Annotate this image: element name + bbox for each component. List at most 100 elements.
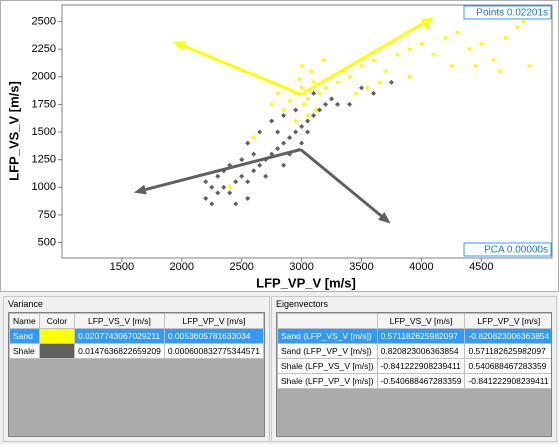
point bbox=[329, 96, 335, 102]
x-tick-label: 2500 bbox=[229, 261, 253, 273]
point bbox=[275, 90, 281, 96]
point bbox=[239, 157, 245, 163]
y-tick-label: 1500 bbox=[32, 126, 56, 138]
table-cell: -0.820823006363854 bbox=[464, 328, 551, 344]
point bbox=[287, 98, 293, 104]
point bbox=[478, 41, 484, 47]
variance-panel: Variance Name Color LFP_VS_V [m/s] LFP_VP_V… bbox=[3, 296, 270, 442]
point bbox=[251, 168, 257, 174]
panel-title: Eigenvectors bbox=[276, 299, 329, 309]
point bbox=[320, 57, 326, 63]
point bbox=[406, 74, 412, 80]
x-tick-label: 2000 bbox=[170, 261, 194, 273]
point bbox=[269, 118, 275, 124]
pca-arrow bbox=[145, 148, 302, 192]
point bbox=[430, 52, 436, 58]
point bbox=[215, 190, 221, 196]
table-cell: -0.540688467283359 bbox=[376, 373, 466, 389]
variance-table: Name Color LFP_VS_V [m/s] LFP_VP_V [m/s] San… bbox=[9, 313, 264, 359]
table-cell: Shale bbox=[9, 343, 40, 359]
table-cell: Shale (LFP_VS_V [m/s]) bbox=[277, 358, 378, 374]
column-header: LFP_VP_V [m/s] bbox=[464, 313, 551, 329]
table-row: Shale 0.0147636822659209 0.000600832775344… bbox=[9, 343, 264, 359]
point bbox=[376, 79, 382, 85]
point bbox=[251, 151, 257, 157]
arrow-head bbox=[378, 212, 391, 224]
point bbox=[281, 112, 287, 118]
point bbox=[442, 35, 448, 41]
y-tick-label: 1750 bbox=[32, 98, 56, 110]
point bbox=[317, 107, 323, 113]
x-tick-label: 3000 bbox=[289, 261, 313, 273]
x-tick-label: 4500 bbox=[469, 261, 493, 273]
point bbox=[281, 140, 287, 146]
point bbox=[305, 129, 311, 135]
point bbox=[221, 184, 227, 190]
point bbox=[209, 201, 215, 207]
x-axis-label: LFP_VP_V [m/s] bbox=[256, 275, 356, 290]
point bbox=[311, 112, 317, 118]
table-cell: 0.0147636822659209 bbox=[74, 343, 165, 359]
point bbox=[335, 79, 341, 85]
table-row: Shale (LFP_VP_V [m/s]) -0.540688467283359… bbox=[277, 373, 551, 389]
point bbox=[335, 101, 341, 107]
point bbox=[299, 85, 305, 91]
header-row: Name Color LFP_VS_V [m/s] LFP_VP_V [m/s] bbox=[9, 313, 264, 329]
timing-label: PCA 0.00000s bbox=[484, 245, 548, 256]
table-cell: 0.571182625982097 bbox=[464, 343, 551, 359]
table-cell: -0.841222908239411 bbox=[464, 373, 551, 389]
point bbox=[490, 57, 496, 63]
table-cell: 0.0207743067029211 bbox=[74, 328, 165, 344]
table-cell: 0.571182625982097 bbox=[376, 328, 466, 344]
point bbox=[233, 179, 239, 185]
point bbox=[257, 162, 263, 168]
point bbox=[418, 41, 424, 47]
point bbox=[394, 52, 400, 58]
point bbox=[305, 112, 311, 118]
point bbox=[209, 184, 215, 190]
column-header: LFP_VS_V [m/s] bbox=[74, 313, 165, 329]
table-cell: 0.000600832775344571 bbox=[163, 343, 264, 359]
pca-arrow bbox=[299, 22, 424, 96]
point bbox=[287, 135, 293, 141]
point bbox=[215, 173, 221, 179]
point bbox=[317, 90, 323, 96]
y-axis-label: LFP_VS_V [m/s] bbox=[6, 81, 21, 181]
point bbox=[311, 79, 317, 85]
table-cell: -0.841222908239411 bbox=[376, 358, 466, 374]
point bbox=[281, 107, 287, 113]
point bbox=[472, 63, 478, 69]
x-tick-label: 3500 bbox=[349, 261, 373, 273]
point bbox=[293, 129, 299, 135]
point bbox=[293, 118, 299, 124]
point bbox=[323, 85, 329, 91]
corner-header bbox=[277, 313, 378, 329]
point bbox=[293, 107, 299, 113]
point bbox=[448, 63, 454, 69]
point bbox=[520, 19, 526, 25]
table-cell: 0.0053605781633034 bbox=[163, 328, 264, 344]
point bbox=[227, 184, 233, 190]
table-row: Sand (LFP_VS_V [m/s]) 0.571182625982097 -0… bbox=[277, 328, 551, 344]
column-header: Color bbox=[38, 313, 76, 329]
point bbox=[239, 173, 245, 179]
point bbox=[275, 146, 281, 152]
point bbox=[305, 96, 311, 102]
point bbox=[299, 124, 305, 130]
point bbox=[388, 79, 394, 85]
pca-arrow bbox=[183, 44, 302, 96]
table-cell: Sand (LFP_VS_V [m/s]) bbox=[277, 328, 378, 344]
point bbox=[305, 118, 311, 124]
header-row: LFP_VS_V [m/s] LFP_VP_V [m/s] bbox=[277, 313, 551, 329]
table-area: LFP_VS_V [m/s] LFP_VP_V [m/s] Sand (LFP_VS… bbox=[276, 312, 552, 437]
point bbox=[299, 140, 305, 146]
y-tick-label: 1250 bbox=[32, 154, 56, 166]
chart: LFP_VP_V [m/s] LFP_VS_V [m/s] 1500 2000 25… bbox=[0, 0, 559, 292]
point bbox=[301, 101, 307, 107]
eigen-panel: Eigenvectors LFP_VS_V [m/s] LFP_VP_V [m/s… bbox=[271, 296, 557, 442]
point bbox=[496, 68, 502, 74]
y-tick-label: 2250 bbox=[32, 43, 56, 55]
x-tick-label: 4000 bbox=[409, 261, 433, 273]
table-row: Sand (LFP_VP_V [m/s]) 0.820823006363854 0.… bbox=[277, 343, 551, 359]
